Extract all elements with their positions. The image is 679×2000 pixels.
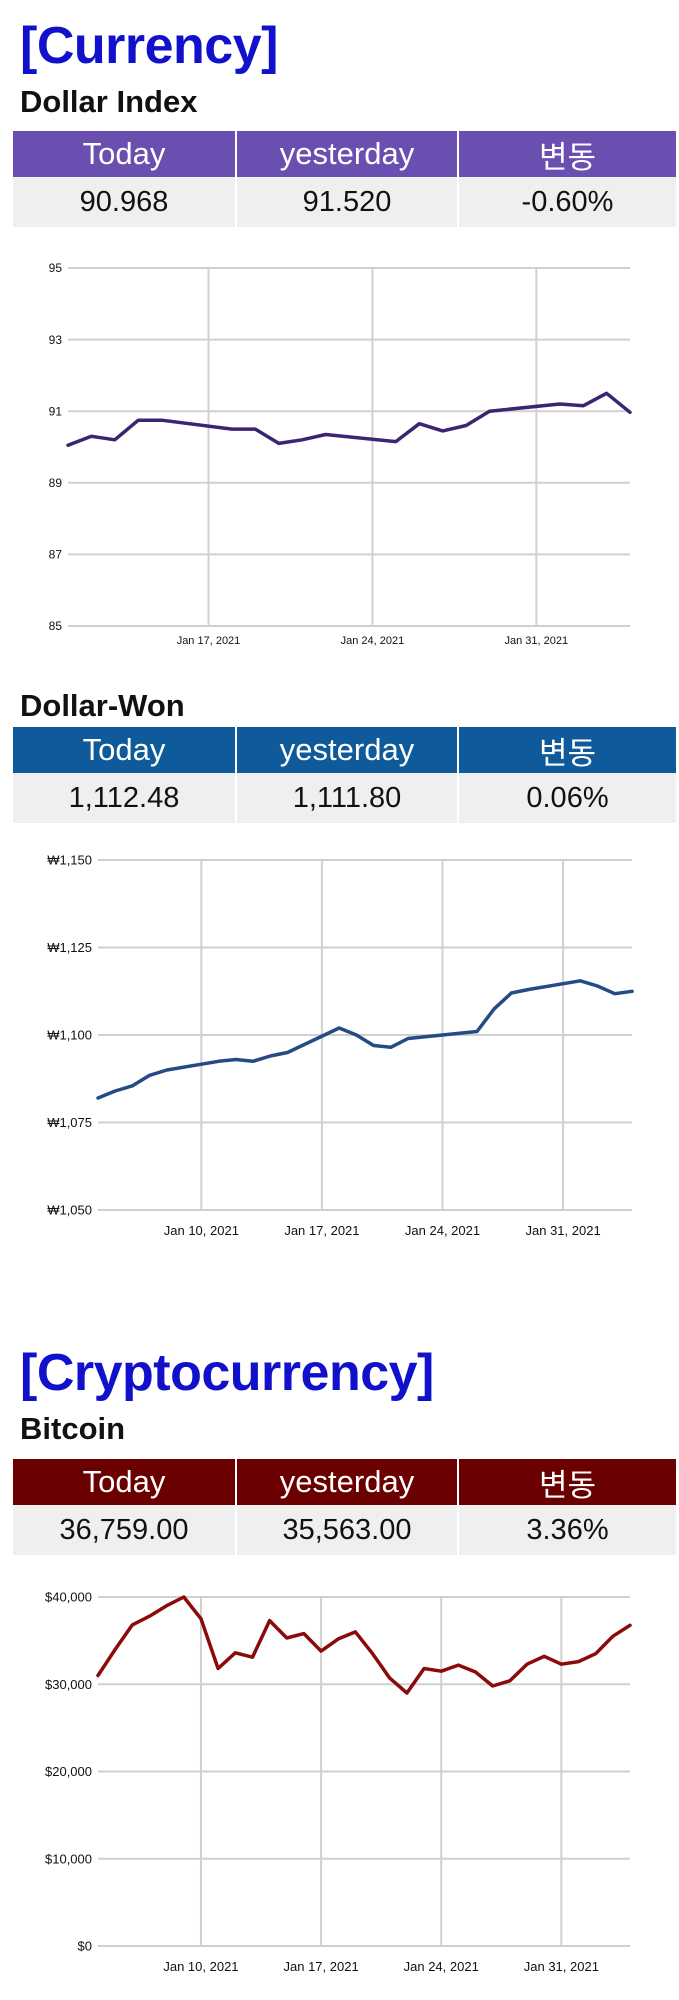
today-value: 90.968 (13, 177, 237, 227)
y-tick-label: 91 (49, 404, 63, 418)
x-tick-label: Jan 17, 2021 (177, 635, 241, 647)
x-tick-label: Jan 24, 2021 (404, 1959, 479, 1974)
y-tick-label: ₩1,075 (47, 1115, 92, 1130)
change-value: 3.36% (458, 1505, 676, 1555)
y-tick-label: ₩1,125 (47, 940, 92, 955)
y-tick-label: ₩1,150 (47, 853, 92, 868)
y-tick-label: ₩1,050 (47, 1203, 92, 1218)
y-tick-label: ₩1,100 (47, 1028, 92, 1043)
header-today: Today (13, 131, 237, 177)
x-tick-label: Jan 31, 2021 (505, 635, 569, 647)
bitcoin-table: Today yesterday 변동 36,759.00 35,563.00 3… (13, 1459, 676, 1555)
yesterday-value: 91.520 (236, 177, 459, 227)
header-change: 변동 (458, 1459, 676, 1505)
dollar-index-table: Today yesterday 변동 90.968 91.520 -0.60% (13, 131, 676, 227)
x-tick-label: Jan 24, 2021 (341, 635, 405, 647)
x-tick-label: Jan 31, 2021 (526, 1223, 601, 1238)
yesterday-value: 1,111.80 (236, 773, 459, 823)
series-line (96, 979, 634, 1100)
x-tick-label: Jan 24, 2021 (405, 1223, 480, 1238)
series-line (66, 391, 632, 447)
x-tick-label: Jan 17, 2021 (284, 1223, 359, 1238)
dollar-won-chart: ₩1,050 ₩1,075 ₩1,100 ₩1,125 ₩1,150 Jan 10, 20… (47, 853, 634, 1238)
y-tick-label: $20,000 (45, 1764, 92, 1779)
header-today: Today (13, 1459, 237, 1505)
y-tick-label: 95 (49, 261, 63, 275)
header-change: 변동 (458, 727, 676, 773)
series-line (96, 1595, 632, 1695)
dollar-index-chart: 85 87 89 91 93 95 Jan 17, 2021 Jan 24, 2021 Jan … (49, 261, 632, 647)
change-value: -0.60% (458, 177, 676, 227)
bitcoin-title: Bitcoin (20, 1411, 126, 1446)
y-tick-label: 87 (49, 548, 63, 562)
x-tick-label: Jan 17, 2021 (284, 1959, 359, 1974)
y-tick-label: 93 (49, 333, 63, 347)
header-yesterday: yesterday (236, 727, 459, 773)
y-tick-label: 89 (49, 476, 63, 490)
y-tick-label: $10,000 (45, 1851, 92, 1866)
today-value: 1,112.48 (13, 773, 237, 823)
section-title-crypto: [Cryptocurrency] (20, 1344, 434, 1402)
y-tick-label: $0 (78, 1939, 92, 1954)
today-value: 36,759.00 (13, 1505, 237, 1555)
dollar-won-title: Dollar-Won (20, 688, 185, 723)
dollar-index-title: Dollar Index (20, 84, 198, 119)
bitcoin-chart: $0 $10,000 $20,000 $30,000 $40,000 Jan 10, 20… (45, 1590, 632, 1974)
y-tick-label: $40,000 (45, 1590, 92, 1605)
header-today: Today (13, 727, 237, 773)
x-tick-label: Jan 10, 2021 (164, 1223, 239, 1238)
change-value: 0.06% (458, 773, 676, 823)
header-change: 변동 (458, 131, 676, 177)
x-tick-label: Jan 31, 2021 (524, 1959, 599, 1974)
y-tick-label: $30,000 (45, 1677, 92, 1692)
header-yesterday: yesterday (236, 131, 459, 177)
dollar-won-table: Today yesterday 변동 1,112.48 1,111.80 0.0… (13, 727, 676, 823)
section-title-currency: [Currency] (20, 17, 278, 75)
header-yesterday: yesterday (236, 1459, 459, 1505)
y-tick-label: 85 (49, 619, 63, 633)
x-tick-label: Jan 10, 2021 (163, 1959, 238, 1974)
yesterday-value: 35,563.00 (236, 1505, 459, 1555)
